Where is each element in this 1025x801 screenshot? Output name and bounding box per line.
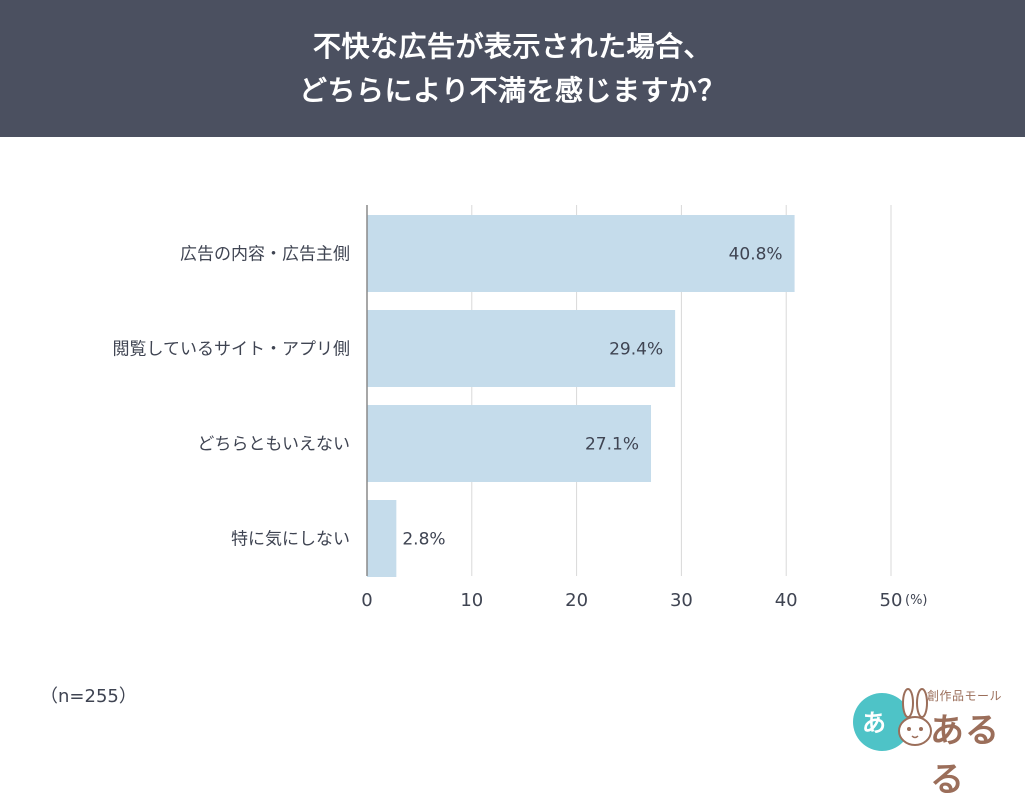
chart-title: 不快な広告が表示された場合、 どちらにより不満を感じますか？: [299, 29, 726, 107]
bar-value-label-0: 40.8%: [729, 245, 783, 265]
x-tick-label-30: 30: [670, 590, 693, 611]
x-tick-label-50: 50: [880, 590, 903, 611]
x-axis-unit: (%): [905, 593, 928, 608]
bar-0: [367, 215, 795, 292]
x-tick-label-10: 10: [460, 590, 483, 611]
bar-3: [367, 500, 397, 577]
bar-value-label-3: 2.8%: [402, 530, 445, 550]
x-tick-label-40: 40: [775, 590, 798, 611]
bar-2: [367, 405, 652, 482]
category-label-1: 閲覧しているサイト・アプリ側: [113, 340, 351, 360]
category-label-0: 広告の内容・広告主側: [180, 245, 350, 265]
x-tick-label-20: 20: [565, 590, 588, 611]
rabbit-icon: [898, 688, 932, 746]
category-label-2: どちらともいえない: [197, 435, 350, 455]
category-label-3: 特に気にしない: [231, 530, 350, 550]
bar-value-label-1: 29.4%: [609, 340, 663, 360]
bar-value-label-2: 27.1%: [585, 435, 639, 455]
bar-1: [367, 310, 676, 387]
horizontal-bar-chart: 40.8% 広告の内容・広告主側 29.4% 閲覧しているサイト・アプリ側 27.1% ど…: [113, 205, 928, 611]
logo-main-text: あるる: [930, 711, 1000, 800]
brand-logo: あ 創作品モール あるる: [850, 685, 1020, 800]
logo-circle-icon: [853, 693, 911, 751]
sample-size-note: （n=255）: [40, 686, 137, 707]
logo-small-text: 創作品モール: [927, 689, 1003, 703]
x-tick-label-0: 0: [361, 590, 372, 611]
logo-circle-text: あ: [862, 709, 886, 737]
header-banner: 不快な広告が表示された場合、 どちらにより不満を感じますか？: [0, 0, 1025, 137]
